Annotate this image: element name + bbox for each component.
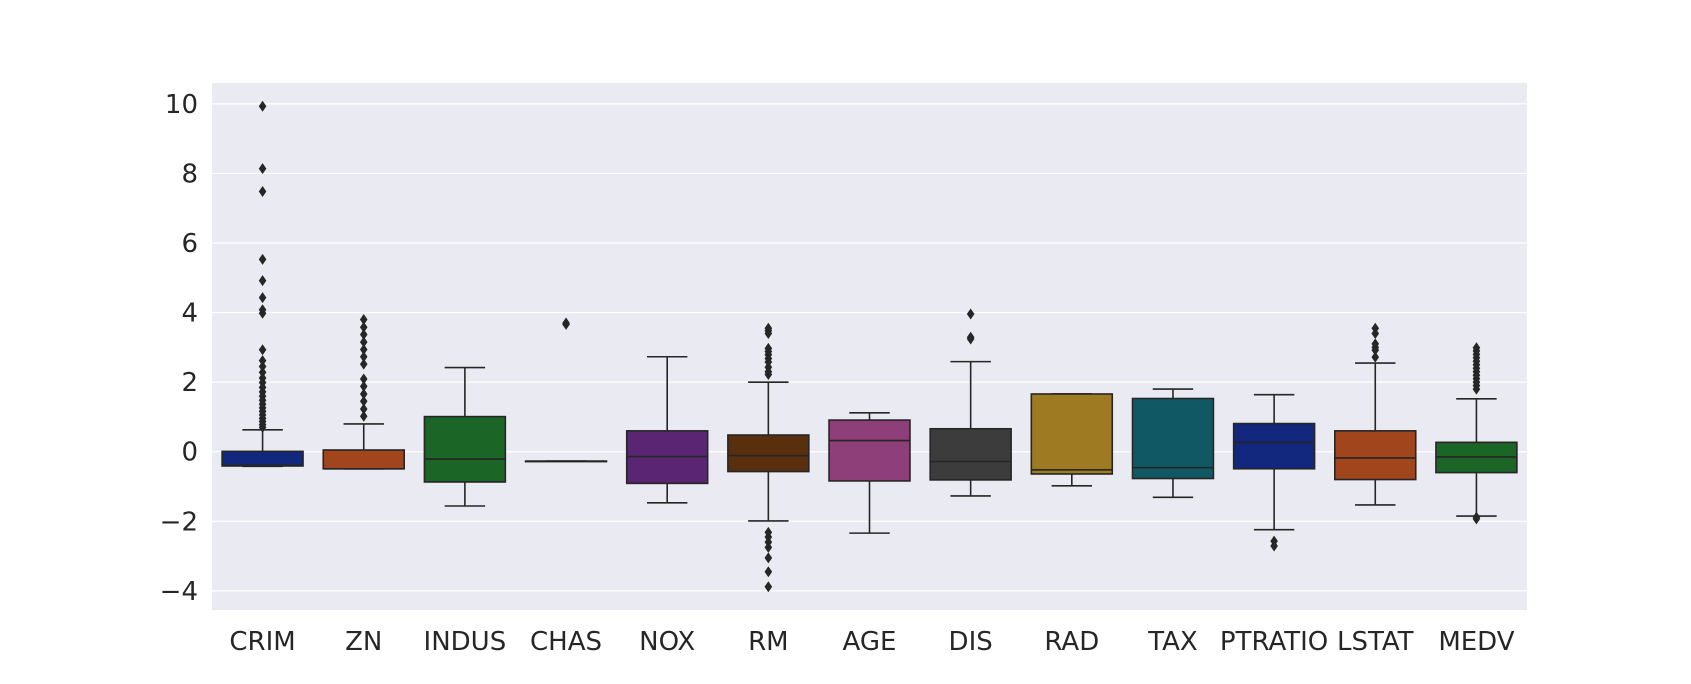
box-medv: [1435, 342, 1518, 525]
y-tick-label: 2: [181, 368, 198, 398]
y-tick-label: 4: [181, 299, 198, 329]
x-tick-label: INDUS: [424, 627, 507, 657]
box-iqr: [727, 434, 810, 473]
outlier-point: [1371, 351, 1380, 363]
outlier-point: [359, 343, 368, 355]
outlier-point: [258, 307, 267, 319]
box-dis: [929, 308, 1012, 497]
y-tick-label: −2: [160, 507, 198, 537]
outlier-point: [764, 369, 773, 381]
outlier-point: [764, 552, 773, 564]
outlier-point: [359, 336, 368, 348]
outlier-point: [764, 541, 773, 553]
box-indus: [423, 366, 507, 507]
box-iqr: [1232, 422, 1316, 470]
outlier-point: [359, 358, 368, 370]
box-age: [828, 411, 911, 534]
box-iqr: [1030, 393, 1114, 475]
x-tick-label: NOX: [639, 627, 695, 657]
box-nox: [625, 355, 709, 504]
outlier-point: [359, 328, 368, 340]
box-rad: [1030, 393, 1114, 487]
outlier-point: [258, 100, 267, 112]
box-zn: [322, 314, 405, 470]
outlier-point: [1371, 327, 1380, 339]
box-ptratio: [1232, 393, 1316, 552]
box-crim: [221, 100, 304, 468]
box-rm: [727, 322, 810, 593]
y-tick-label: 6: [181, 229, 198, 259]
box-iqr: [929, 427, 1012, 481]
outlier-point: [764, 581, 773, 593]
outlier-point: [966, 308, 975, 320]
x-tick-label: CHAS: [530, 627, 602, 657]
box-series: [221, 100, 1518, 593]
x-tick-label: TAX: [1147, 627, 1197, 657]
x-axis-ticks: CRIM ZN INDUS CHAS NOX RM AGE DIS RAD TAX PTRATIO L…: [229, 627, 1514, 657]
x-tick-label: RM: [748, 627, 789, 657]
outlier-point: [359, 410, 368, 422]
box-iqr: [221, 450, 304, 467]
x-tick-label: PTRATIO: [1220, 627, 1328, 657]
outlier-point: [258, 344, 267, 356]
outlier-point: [359, 321, 368, 333]
outlier-point: [764, 566, 773, 578]
x-tick-label: MEDV: [1438, 627, 1514, 657]
outlier-point: [258, 186, 267, 198]
y-tick-label: −4: [160, 577, 198, 607]
box-tax: [1131, 388, 1215, 499]
outlier-point: [359, 403, 368, 415]
outlier-point: [966, 333, 975, 345]
x-tick-label: ZN: [345, 627, 382, 657]
box-iqr: [1131, 397, 1215, 480]
outlier-point: [258, 355, 267, 367]
outlier-point: [1472, 513, 1481, 525]
outlier-point: [359, 388, 368, 400]
outlier-point: [1371, 344, 1380, 356]
x-tick-label: CRIM: [229, 627, 295, 657]
outlier-point: [258, 366, 267, 378]
y-tick-label: 10: [165, 90, 198, 120]
box-iqr: [423, 415, 507, 483]
outlier-point: [258, 163, 267, 175]
outlier-point: [359, 395, 368, 407]
outlier-point: [258, 361, 267, 373]
box-iqr: [1334, 430, 1417, 481]
outlier-point: [1270, 540, 1278, 552]
box-chas: [524, 317, 608, 463]
outlier-point: [562, 317, 570, 329]
outlier-point: [258, 253, 267, 265]
outlier-point: [764, 327, 773, 339]
x-tick-label: RAD: [1044, 627, 1099, 657]
box-lstat: [1334, 322, 1417, 506]
outlier-point: [258, 275, 267, 287]
y-axis-ticks: −4 −2 0 2 4 6 8 10: [160, 90, 198, 607]
outlier-point: [1472, 383, 1481, 395]
outlier-point: [258, 292, 267, 304]
box-iqr: [322, 449, 405, 470]
box-iqr: [828, 419, 911, 482]
outlier-point: [359, 314, 368, 326]
x-tick-label: LSTAT: [1337, 627, 1414, 657]
x-tick-label: DIS: [949, 627, 993, 657]
outlier-point: [359, 351, 368, 363]
y-tick-label: 8: [181, 159, 198, 189]
outlier-point: [258, 421, 267, 433]
y-tick-label: 0: [181, 438, 198, 468]
outlier-point: [359, 380, 368, 392]
outlier-point: [359, 373, 368, 385]
x-tick-label: AGE: [843, 627, 897, 657]
